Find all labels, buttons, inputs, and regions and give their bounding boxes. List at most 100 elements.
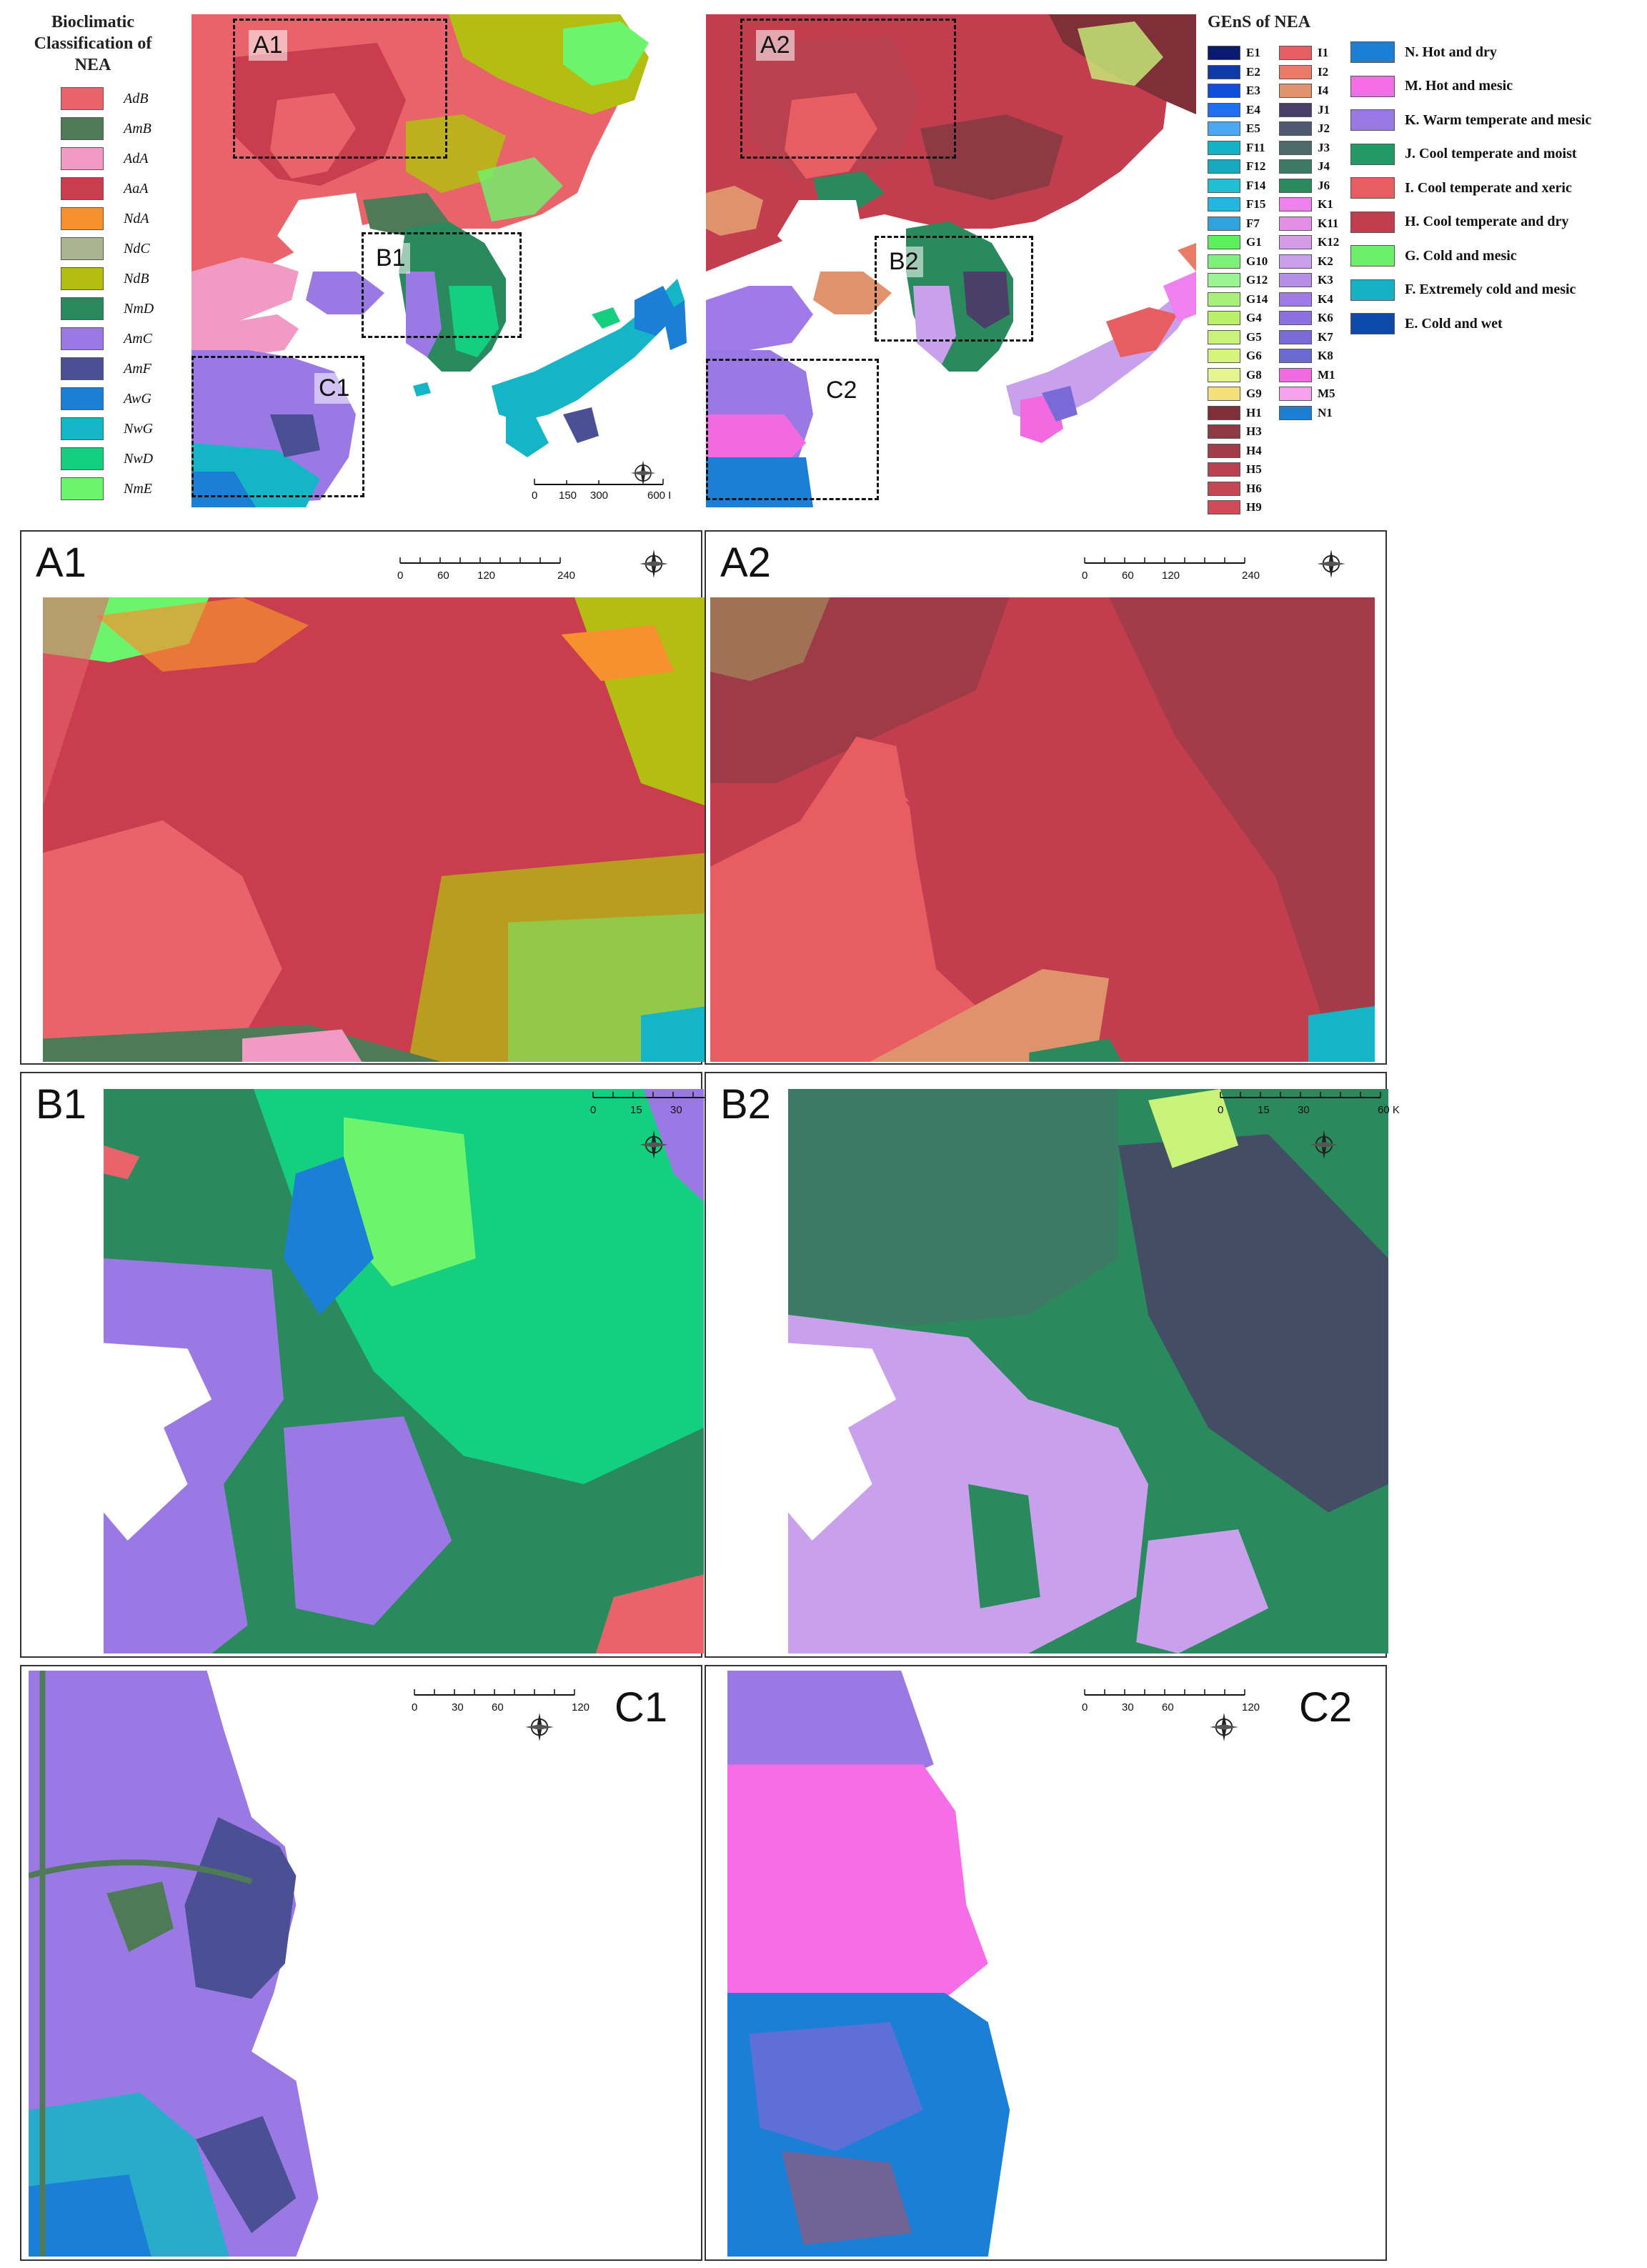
compass-icon	[630, 460, 656, 486]
bioclimatic-legend-item: NdC	[61, 237, 150, 260]
legend-swatch	[61, 87, 104, 110]
legend-swatch	[1208, 443, 1240, 458]
legend-swatch	[1279, 292, 1312, 307]
legend-label: E5	[1246, 121, 1260, 135]
legend-swatch	[61, 417, 104, 440]
zone-legend-item: G. Cold and mesic	[1350, 245, 1517, 267]
overview-map-bioclimatic: A1 B1 C1 0 150 300 600 Km	[191, 14, 687, 507]
legend-swatch	[61, 237, 104, 260]
scale-tick-label: 0	[590, 1104, 596, 1116]
legend-label: G. Cold and mesic	[1405, 247, 1517, 264]
scale-tick-label: 30	[452, 1701, 464, 1714]
scale-tick-label: 120 Km	[572, 1701, 593, 1714]
legend-swatch	[1279, 367, 1312, 382]
legend-swatch	[1279, 121, 1312, 136]
legend-swatch	[61, 267, 104, 290]
legend-swatch	[1279, 235, 1312, 249]
inset-label-c1: C1	[314, 373, 354, 404]
legend-swatch	[1279, 64, 1312, 79]
bioclimatic-legend-item: AdA	[61, 147, 148, 170]
gens-legend-item: G14	[1208, 292, 1268, 307]
scale-tick-label: 30	[1298, 1104, 1310, 1116]
legend-swatch	[1279, 178, 1312, 193]
legend-swatch	[1208, 46, 1240, 60]
gens-legend-title: GEnS of NEA	[1208, 13, 1311, 31]
inset-label-a2: A2	[756, 30, 795, 61]
gens-legend-item: M1	[1279, 367, 1335, 382]
bioclimatic-legend-title: Bioclimatic Classification of NEA	[34, 13, 152, 74]
zone-legend-item: N. Hot and dry	[1350, 41, 1497, 63]
legend-label: G5	[1246, 329, 1262, 344]
legend-label: AmB	[124, 120, 151, 136]
legend-swatch	[1208, 64, 1240, 79]
legend-label: G10	[1246, 254, 1268, 268]
legend-swatch	[61, 357, 104, 380]
legend-label: I2	[1318, 64, 1329, 79]
legend-swatch	[1279, 159, 1312, 174]
overview-map-gens: A2 B2 C2	[706, 14, 1196, 507]
legend-swatch	[1279, 273, 1312, 287]
legend-swatch	[1208, 159, 1240, 174]
legend-swatch	[1279, 387, 1312, 401]
gens-legend-item: E3	[1208, 84, 1260, 98]
gens-legend-item: K6	[1279, 311, 1333, 325]
legend-label: AdA	[124, 150, 149, 166]
legend-label: H5	[1246, 462, 1262, 476]
legend-label: AdB	[124, 90, 149, 106]
legend-label: AmF	[124, 360, 151, 377]
bioclimatic-legend-item: AdB	[61, 87, 148, 110]
scale-tick-label: 120	[477, 570, 495, 582]
legend-label: E1	[1246, 46, 1260, 59]
zone-legend-item: M. Hot and mesic	[1350, 75, 1513, 97]
scale-tick-label: 0	[1082, 1701, 1088, 1714]
bioclimatic-legend-item: AmC	[61, 327, 152, 350]
inset-label-b1: B1	[372, 243, 410, 274]
legend-swatch	[1350, 41, 1395, 63]
legend-swatch	[1279, 102, 1312, 117]
legend-label: G9	[1246, 387, 1262, 400]
gens-legend-item: I2	[1279, 64, 1329, 79]
gens-legend-item: G10	[1208, 254, 1268, 269]
legend-swatch	[1350, 75, 1395, 97]
detail-map-b1	[104, 1089, 704, 1653]
legend-label: H6	[1246, 481, 1262, 495]
inset-label-b2: B2	[885, 247, 923, 277]
legend-label: K2	[1318, 254, 1333, 268]
legend-label: F14	[1246, 178, 1266, 192]
scale-bar: 0 60 120 240 Km	[397, 557, 579, 582]
gens-legend-item: E2	[1208, 64, 1260, 79]
scale-tick-label: 0	[1218, 1104, 1223, 1116]
legend-label: E4	[1246, 102, 1260, 116]
detail-panel-a1: A1 0 60 120 240 Km	[20, 530, 707, 1065]
legend-label: M1	[1318, 367, 1335, 382]
scale-tick-label: 0	[397, 570, 403, 582]
legend-label: K8	[1318, 349, 1333, 362]
legend-label: AwG	[124, 390, 151, 407]
gens-legend-item: G4	[1208, 311, 1262, 325]
legend-label: H. Cool temperate and dry	[1405, 214, 1569, 229]
legend-label: I4	[1318, 84, 1329, 97]
legend-swatch	[1350, 279, 1395, 301]
legend-swatch	[1279, 216, 1312, 231]
legend-swatch	[1208, 235, 1240, 249]
legend-label: NwG	[124, 420, 154, 437]
legend-swatch	[1350, 143, 1395, 165]
legend-swatch	[61, 207, 104, 230]
legend-swatch	[61, 327, 104, 350]
legend-swatch	[1208, 311, 1240, 325]
bioclimatic-legend-item: NmD	[61, 297, 154, 320]
scale-tick-label: 15	[1258, 1104, 1270, 1116]
detail-panel-c2: C2 0 30 60 120 Km	[705, 1665, 1387, 2261]
legend-label: F. Extremely cold and mesic	[1405, 282, 1576, 297]
bioclimatic-legend-item: NdA	[61, 207, 149, 230]
legend-label: J3	[1318, 140, 1330, 154]
inset-label-c2: C2	[822, 375, 862, 406]
legend-label: K3	[1318, 273, 1333, 287]
legend-label: NdC	[124, 240, 150, 257]
legend-swatch	[1279, 311, 1312, 325]
legend-label: H1	[1246, 405, 1262, 419]
gens-legend-item: E5	[1208, 121, 1260, 136]
overview-scale-tick-0: 0	[532, 489, 537, 502]
legend-swatch	[1208, 481, 1240, 496]
zone-legend-item: I. Cool temperate and xeric	[1350, 177, 1572, 199]
